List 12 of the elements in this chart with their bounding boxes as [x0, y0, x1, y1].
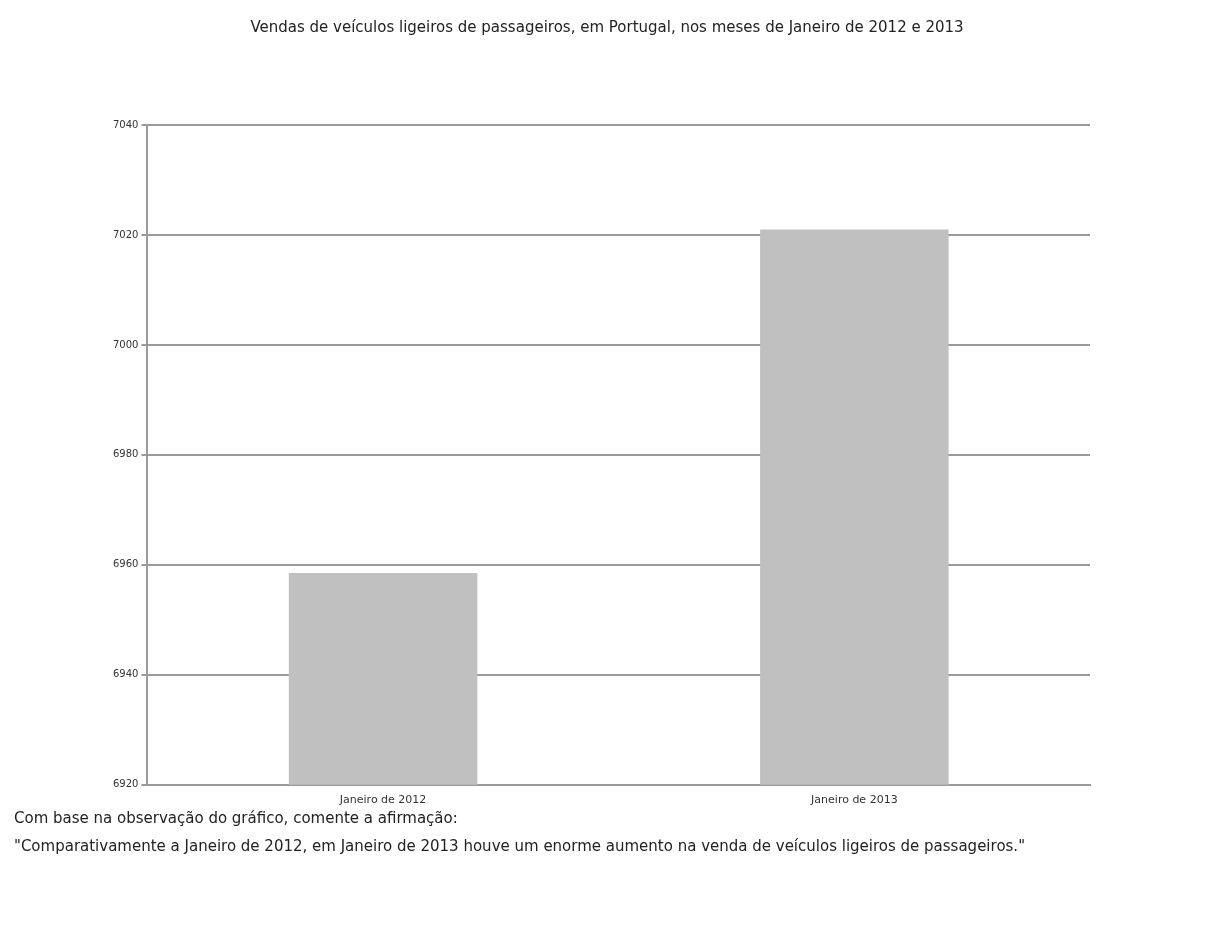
text: "Comparativamente a Janeiro de 2012, em Janeiro de 2013 houve um enorme aumento na venda de veículos ligeiros de passageiros." [14, 836, 1027, 857]
y-tick-label: 7000 [113, 338, 139, 350]
y-tick-label: 7040 [113, 118, 139, 130]
y-tick-label: 6920 [113, 778, 139, 790]
x-tick-label: Janeiro de 2013 [810, 793, 898, 807]
text: Com base na observação do gráfico, comente a afirmação: [14, 809, 458, 827]
y-tick-label: 6980 [113, 448, 139, 460]
chart-title: Vendas de veículos ligeiros de passageiros, em Portugal, nos meses de Janeiro de 2012 e 2013 [249, 18, 965, 36]
x-tick-label: Janeiro de 2012 [338, 793, 427, 807]
y-tick-label: 7020 [113, 228, 139, 240]
y-tick-label: 6960 [113, 558, 139, 570]
y-tick-label: 6940 [113, 668, 139, 680]
